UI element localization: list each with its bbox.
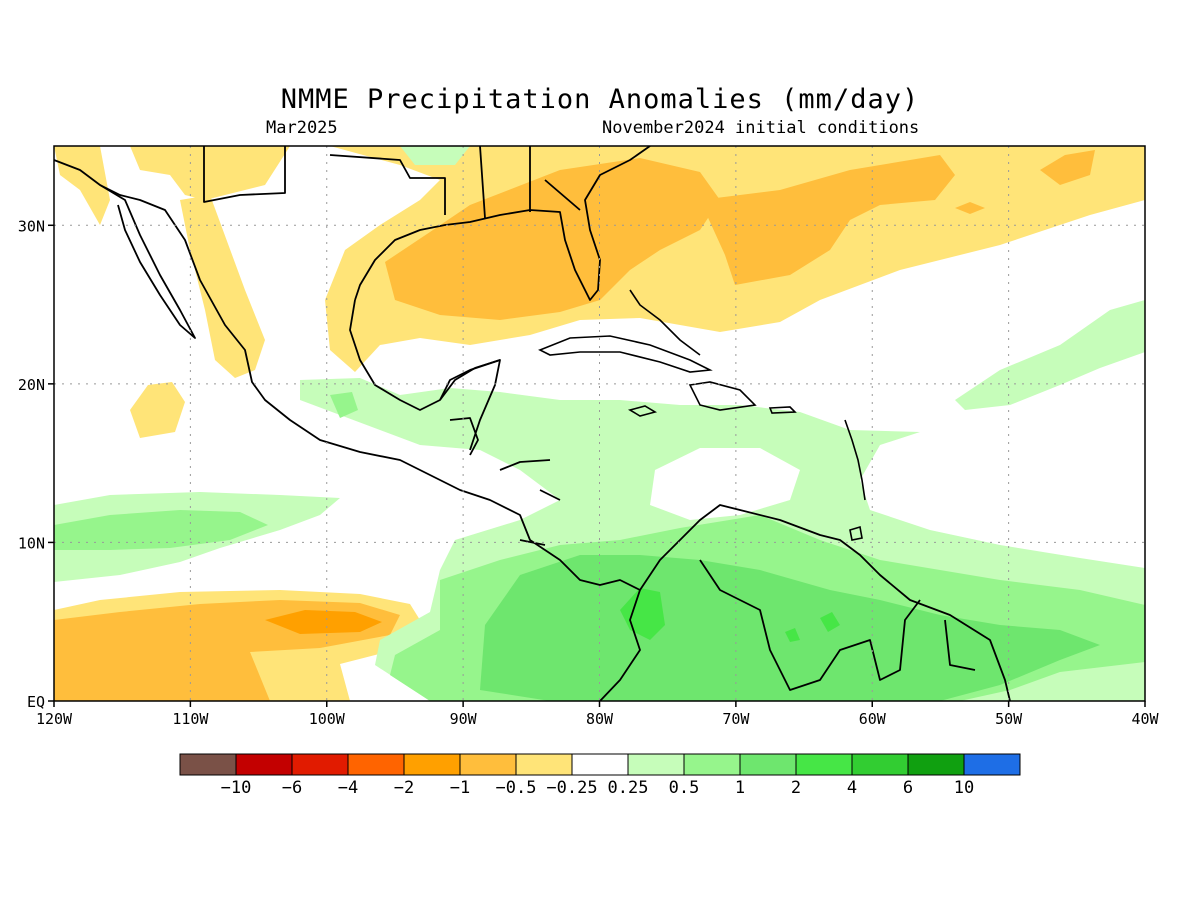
colorbar-label: 0.25 [608,778,649,798]
graticule [54,146,1145,701]
lon-tick-label: 70W [722,710,750,728]
colorbar-swatch [851,753,909,776]
colorbar-swatch [739,753,797,776]
baja-peninsula [99,184,196,339]
colorbar-label: 1 [735,778,745,798]
jamaica [627,405,658,417]
lat-tick-label: 20N [18,376,45,394]
central-america-borders [449,417,561,546]
colorbar-swatch [459,753,517,776]
wet-anomaly-northern-gulf [400,146,470,165]
latitude-axis: EQ 10N 20N 30N [18,217,54,711]
lon-tick-label: 80W [586,710,614,728]
hispaniola [688,381,757,411]
colorbar-swatch [795,753,853,776]
forecast-month: Mar2025 [266,118,338,138]
colorbar-label: −10 [221,778,252,798]
dry-anomaly-pacific-blob [130,382,185,438]
yucatan [439,359,501,401]
lon-tick-label: 110W [172,710,209,728]
lon-tick-label: 90W [450,710,478,728]
colorbar-swatch [907,753,965,776]
bahamas [629,289,701,356]
lon-tick-label: 60W [859,710,887,728]
cuba [538,335,713,373]
colorbar-swatch [291,753,349,776]
gulf-coast [354,146,651,301]
wet-anomaly-central-america [330,392,358,418]
dry-anomaly-gulf-core [385,158,720,320]
wet-anomaly-south-america-max [620,588,665,640]
dry-anomaly-atlantic-east [1040,150,1095,185]
colorbar-swatch [627,753,685,776]
dry-gap-colombia-basin [650,448,800,520]
colorbar-label: −2 [394,778,414,798]
colorbar-swatch [235,753,293,776]
south-america-north-coast [639,504,1011,701]
dry-anomaly-small [955,202,985,214]
lat-tick-label: EQ [27,693,45,711]
map-title: NMME Precipitation Anomalies (mm/day) [280,84,920,115]
us-state-borders [203,146,581,219]
dry-anomaly-sierra-band [180,195,265,378]
wet-anomaly-pacific-band-core [54,510,268,550]
lesser-antilles [844,419,866,501]
wet-anomaly-atlantic-band [955,300,1145,410]
colorbar-swatch [683,753,741,776]
lon-tick-label: 100W [309,710,346,728]
dry-anomaly-atlantic-core [700,155,955,285]
puerto-rico [768,406,797,414]
wet-anomaly-venezuela [785,628,800,642]
colorbar-label: −0.25 [546,778,597,798]
coastlines [54,146,1011,701]
anomaly-field [54,146,1145,701]
lat-tick-label: 10N [18,534,45,552]
colorbar-swatch [179,753,237,776]
colorbar-swatch [963,753,1021,776]
colorbar-label: 6 [903,778,913,798]
islands [538,289,866,541]
mexico-pacific-coast [54,159,641,701]
dry-anomaly-east-pacific-max [265,610,382,634]
colorbar-swatch [347,753,405,776]
lon-tick-label: 50W [995,710,1023,728]
colorbar-label: −1 [450,778,470,798]
colorbar-swatch [403,753,461,776]
trinidad [849,525,863,541]
colorbar-label: −6 [282,778,302,798]
lon-tick-label: 120W [36,710,73,728]
colorbar-swatch [515,753,573,776]
south-america-borders [699,559,976,691]
colorbar-swatch [571,753,629,776]
colorbar-label: 0.5 [669,778,700,798]
initial-conditions: November2024 initial conditions [602,118,920,138]
colorbar-label: −0.5 [496,778,537,798]
colorbar-label: 2 [791,778,801,798]
wet-anomaly-south-america-core [480,555,1100,701]
lon-tick-label: 40W [1131,710,1159,728]
colorbar: −10 −6 −4 −2 −1 −0.5 −0.25 0.25 0.5 1 2 4 6 10 [179,753,1021,798]
colorbar-label: 10 [954,778,974,798]
lat-tick-label: 30N [18,217,45,235]
dry-anomaly-baja-band [130,146,290,200]
colorbar-label: 4 [847,778,857,798]
wet-anomaly-guyana [820,612,840,632]
longitude-axis: 120W 110W 100W 90W 80W 70W 60W 50W 40W [36,701,1160,728]
colorbar-label: −4 [338,778,358,798]
